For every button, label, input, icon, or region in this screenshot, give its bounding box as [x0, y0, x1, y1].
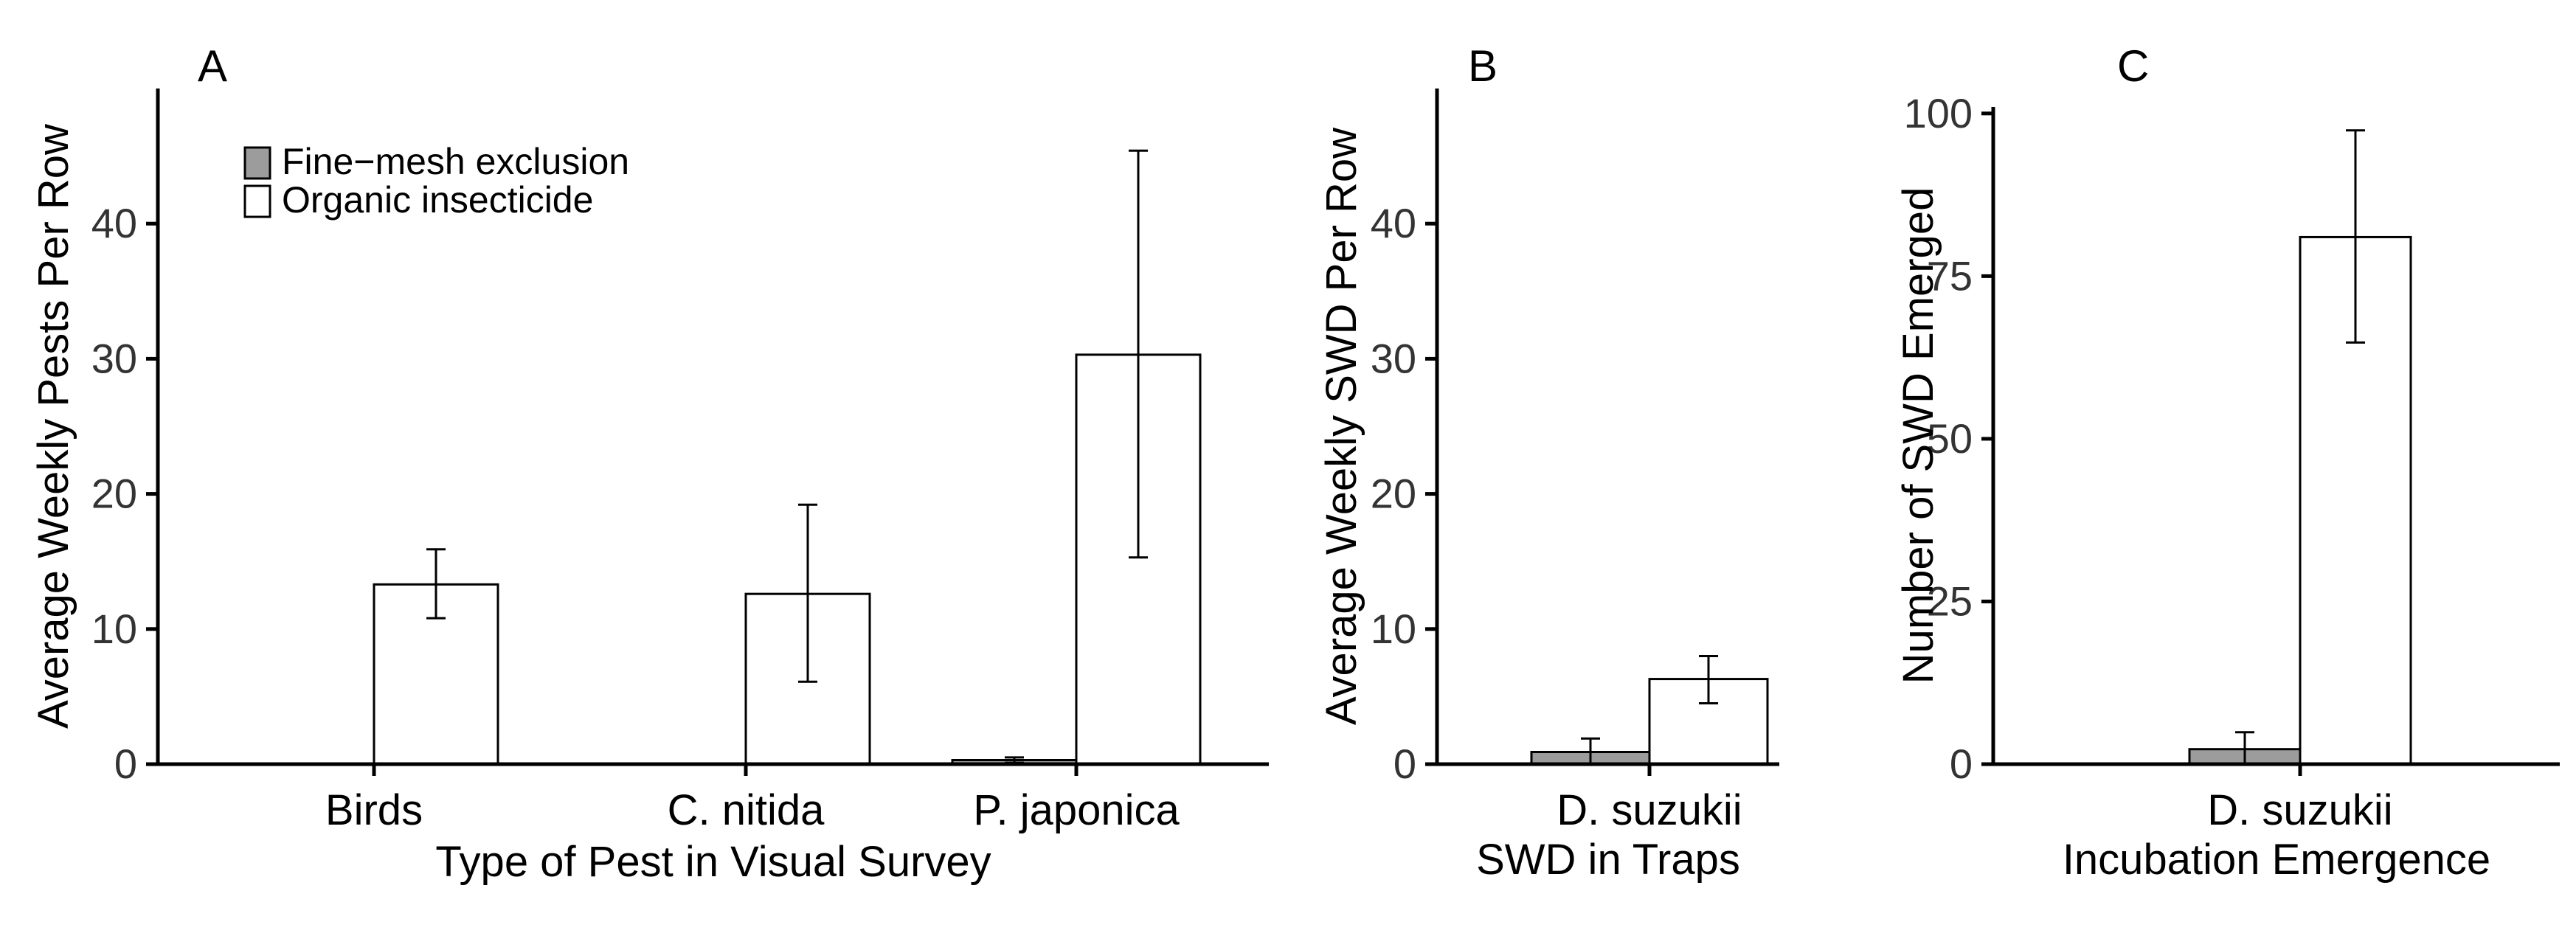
x-tick-label: Birds [325, 786, 423, 834]
y-tick-label: 30 [1371, 335, 1416, 381]
y-tick-label: 30 [91, 335, 137, 381]
y-tick-label: 0 [114, 741, 137, 787]
panel-letter: C [2117, 41, 2149, 91]
legend-swatch [243, 146, 271, 180]
panel-letter: B [1468, 41, 1498, 91]
x-tick-label: C. nitida [668, 786, 825, 834]
panel-a: A 0 10 20 30 40 Birds C. nitida P. japonicaType … [30, 41, 1269, 886]
y-tick-label: 40 [1371, 200, 1416, 246]
y-tick-label: 0 [1393, 741, 1416, 787]
y-tick-label: 25 [1927, 578, 1973, 624]
x-axis-title: Type of Pest in Visual Survey [435, 838, 991, 886]
y-tick-label: 40 [91, 200, 137, 246]
legend-label: Organic insecticide [282, 179, 593, 221]
y-tick-label: 0 [1950, 741, 1973, 787]
y-tick-label: 10 [91, 606, 137, 652]
legend-swatch [243, 184, 271, 218]
x-tick-label: D. suzukii [1557, 786, 1742, 834]
y-tick-label: 10 [1371, 606, 1416, 652]
x-tick-label: D. suzukii [2207, 786, 2392, 834]
y-axis-title: Number of SWD Emerged [1894, 187, 1942, 684]
y-tick-label: 75 [1927, 252, 1973, 299]
y-tick-label: 20 [1371, 471, 1416, 517]
x-axis-title: Incubation Emergence [2063, 836, 2490, 884]
y-axis-title: Average Weekly SWD Per Row [1318, 127, 1365, 725]
x-tick-label: P. japonica [973, 786, 1180, 834]
x-axis-title: SWD in Traps [1476, 836, 1740, 884]
y-tick-label: 100 [1904, 90, 1973, 136]
y-axis-title: Average Weekly Pests Per Row [30, 123, 77, 729]
panel-letter: A [198, 41, 227, 91]
y-tick-label: 20 [91, 471, 137, 517]
legend-label: Fine−mesh exclusion [282, 141, 629, 182]
y-tick-label: 50 [1927, 415, 1973, 462]
